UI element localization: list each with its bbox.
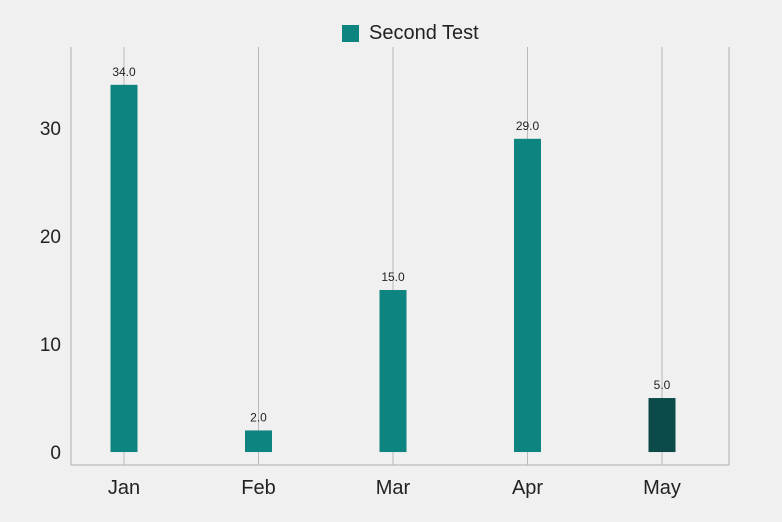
legend: Second Test — [342, 22, 479, 45]
x-tick-label: Jan — [108, 477, 140, 499]
bar — [648, 398, 676, 453]
x-tick-label: Feb — [241, 477, 275, 499]
bar-value-label: 2.0 — [250, 410, 267, 424]
bar — [245, 430, 272, 453]
legend-swatch — [342, 25, 359, 42]
bar-value-label: 15.0 — [381, 270, 405, 284]
bar — [110, 84, 138, 453]
bar — [379, 290, 407, 453]
x-tick-label: May — [643, 477, 681, 499]
bar — [514, 138, 541, 453]
legend-label: Second Test — [369, 22, 479, 44]
bar-value-label: 5.0 — [654, 378, 671, 392]
y-tick-label: 10 — [40, 335, 61, 356]
x-tick-label: Apr — [512, 477, 543, 499]
y-tick-label: 30 — [40, 119, 61, 140]
y-tick-label: 20 — [40, 227, 61, 248]
y-tick-label: 0 — [50, 443, 61, 464]
bar-value-label: 34.0 — [112, 65, 136, 79]
x-tick-label: Mar — [376, 477, 411, 499]
bar-value-label: 29.0 — [516, 119, 540, 133]
